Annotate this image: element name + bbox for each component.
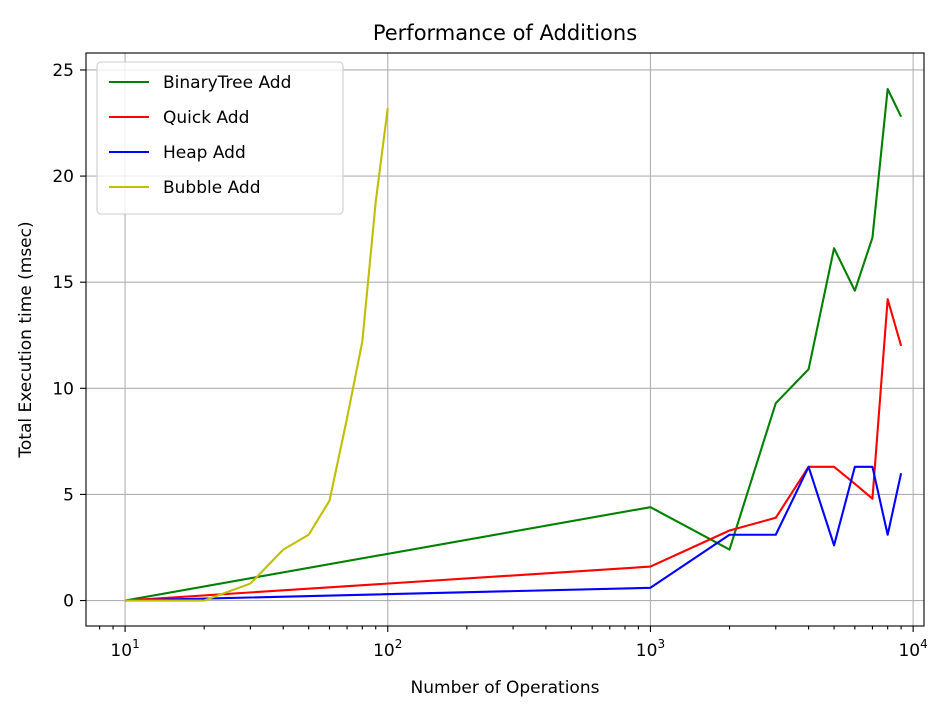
x-tick-label: 102 [373,637,402,661]
legend-label: Quick Add [163,108,249,128]
y-tick-label: 0 [63,592,74,612]
series-line-heap-add [125,465,903,602]
chart-title: Performance of Additions [373,21,637,45]
y-tick-label: 20 [52,167,74,187]
x-tick-label: 103 [636,637,665,661]
legend: BinaryTree Add Quick Add Heap Add Bubble Ad… [96,61,344,215]
legend-label: BinaryTree Add [163,73,291,93]
x-tick-label: 101 [110,637,139,661]
axes-frame [85,52,925,627]
series-line-binarytree-add [124,88,903,602]
legend-label: Heap Add [163,143,246,163]
y-tick-label: 15 [52,273,74,293]
axis-ticks: 101 102 103 104 0 5 10 15 20 25 [52,61,927,661]
legend-label: Bubble Add [163,178,261,198]
legend-box [96,61,344,215]
y-tick-label: 5 [63,485,74,505]
x-tick-label: 104 [898,637,927,661]
series-line-quick-add [125,298,903,602]
series-lines [124,88,903,602]
series-line-bubble-add [125,108,389,602]
y-tick-label: 25 [52,61,74,81]
x-axis-label: Number of Operations [411,678,600,698]
y-axis-label: Total Execution time (msec) [16,221,36,458]
y-tick-label: 10 [52,379,74,399]
